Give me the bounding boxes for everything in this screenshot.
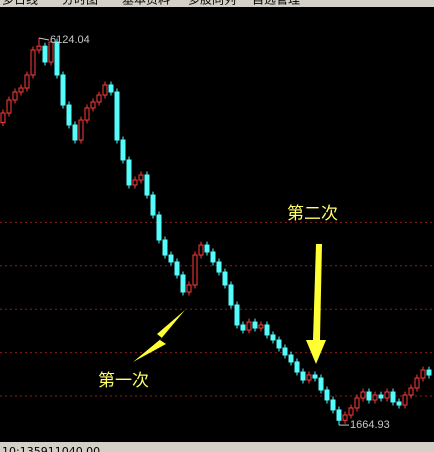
candle-body [210,251,216,263]
candle-body [78,119,84,141]
candle-body [72,124,78,141]
candle-body [24,74,30,89]
candle-body [306,374,312,381]
candle-body [240,324,246,331]
candle-body [312,374,318,379]
candle-body [324,389,330,401]
candle-body [114,91,120,141]
candle-body [402,394,408,406]
candle-body [66,104,72,126]
candle-body [294,361,300,373]
candle-body [252,321,258,329]
candle-body [84,107,90,121]
candle-body [414,377,420,389]
candle-body [408,387,414,396]
candle-body [276,339,282,349]
candle-body [366,391,372,401]
candle-body [420,369,426,379]
candle-body [396,401,402,406]
candle-body [102,84,108,96]
candle-body [156,214,162,241]
candle-body [12,91,18,101]
candle-body [216,261,222,273]
candle-body [138,174,144,181]
candle-body [264,324,270,336]
menu-item[interactable]: 自选管理 [252,0,300,7]
arrow [306,244,326,364]
candle-body [330,399,336,411]
toolbar [0,0,434,7]
candle-body [42,45,48,63]
candle-body [48,41,54,63]
candle-body [168,254,174,263]
candle-body [150,194,156,216]
candle-body [186,284,192,293]
max-label: 6124.04 [50,34,90,46]
candle-body [6,99,12,114]
candle-body [204,244,210,253]
candle-body [234,304,240,326]
candle-body [174,261,180,276]
candle-body [18,87,24,93]
candle-body [390,391,396,403]
candle-body [30,49,36,76]
candle-body [246,321,252,331]
candle-body [162,239,168,256]
candle-body [54,41,60,76]
candle-body [282,347,288,356]
menu-item[interactable]: 多日线 [2,0,38,7]
candle-body [0,112,6,124]
candle-body [384,391,390,399]
annotation: 第一次 [98,371,149,391]
candle-body [36,45,42,51]
candle-body [144,174,150,196]
status-text: 10:135911040.00 [2,445,100,452]
candle-body [258,324,264,329]
candle-body [126,159,132,186]
candle-body [270,334,276,341]
menu-item[interactable]: 基本资料 [122,0,170,7]
candle-body [354,397,360,409]
annotation: 第二次 [287,204,338,224]
candle-body [426,369,432,376]
candle-body [222,271,228,286]
candle-body [120,139,126,161]
candle-body [198,244,204,256]
candle-body [378,394,384,399]
candle-body [180,274,186,293]
status-bar [0,442,434,452]
menu-item[interactable]: 多股同列 [188,0,236,7]
candle-body [360,391,366,399]
candle-body [372,394,378,401]
candle-body [348,407,354,416]
candle-body [60,74,66,106]
candle-body [192,254,198,286]
candle-body [318,377,324,391]
candle-body [228,284,234,306]
max-pointer [38,37,50,41]
arrow [133,310,185,362]
candle-body [90,101,96,109]
candle-body [288,354,294,363]
menu-item[interactable]: 分时图 [62,0,98,7]
candle-body [336,409,342,421]
candle-body [342,414,348,421]
candle-body [300,371,306,381]
min-label: 1664.93 [350,419,390,431]
candle-body [96,94,102,103]
candle-body [108,84,114,93]
candle-body [132,179,138,186]
